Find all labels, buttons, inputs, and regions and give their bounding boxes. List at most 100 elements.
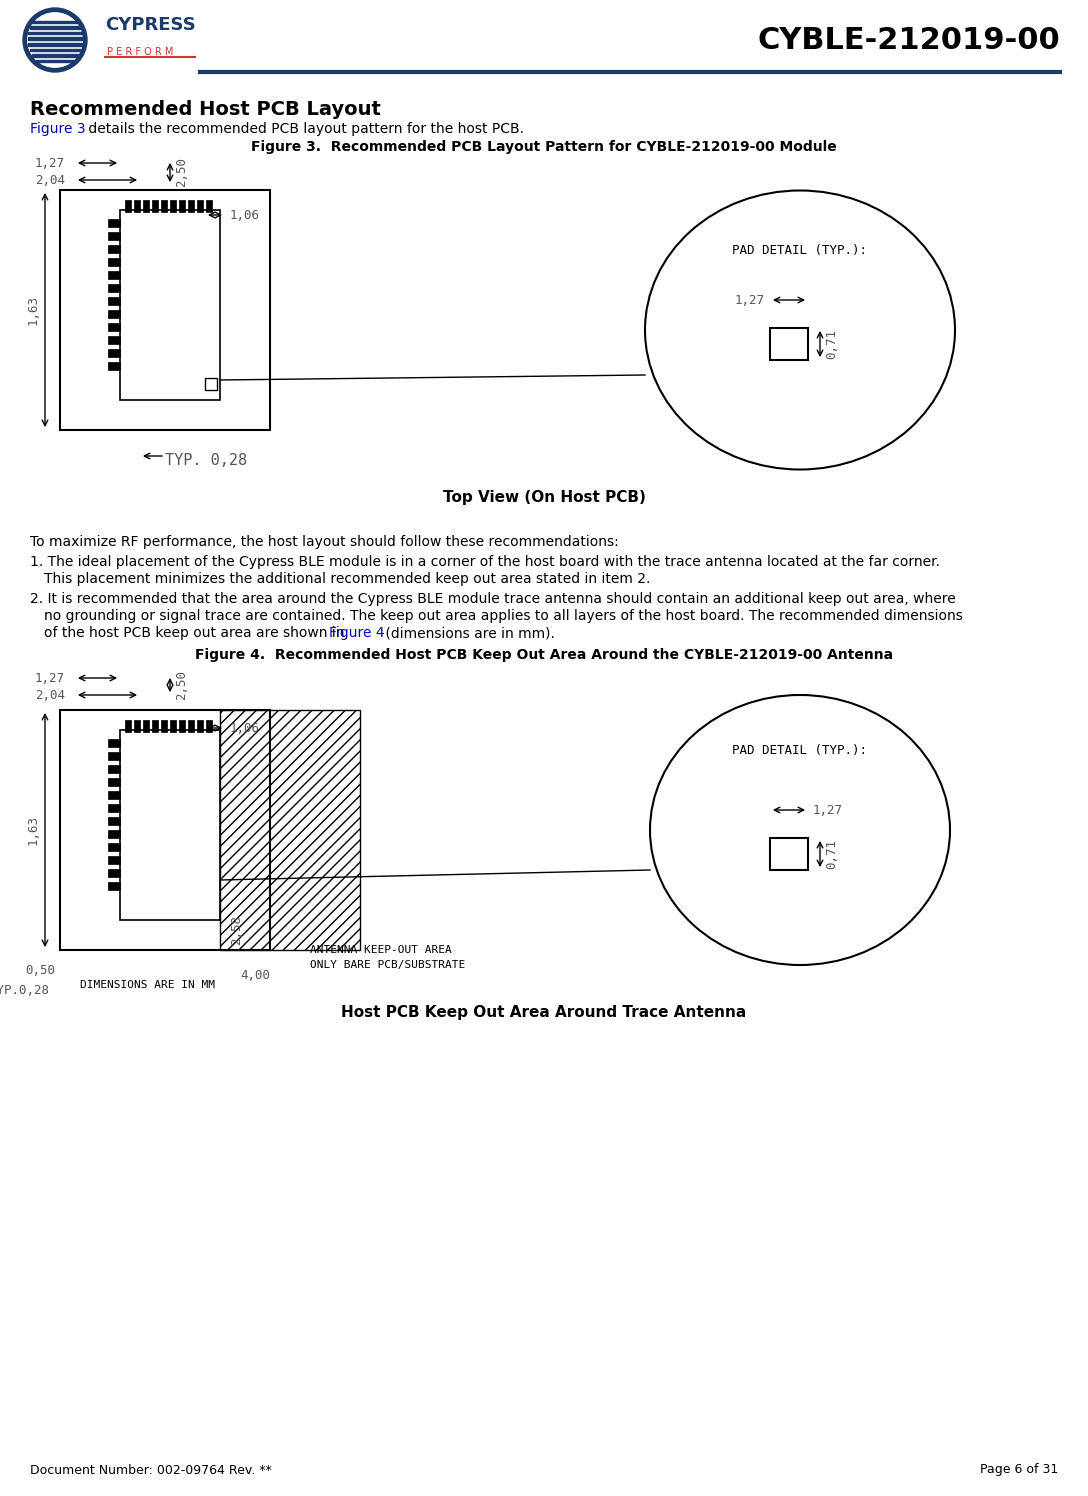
Bar: [161, 720, 166, 732]
Bar: [108, 362, 120, 370]
Text: Figure 4.  Recommended Host PCB Keep Out Area Around the CYBLE-212019-00 Antenna: Figure 4. Recommended Host PCB Keep Out …: [195, 648, 893, 663]
Text: 0,50: 0,50: [25, 963, 55, 977]
Bar: [120, 209, 220, 399]
Bar: [29, 49, 81, 51]
Text: Figure 4: Figure 4: [329, 625, 385, 640]
Bar: [108, 752, 120, 760]
Bar: [161, 200, 166, 212]
Bar: [205, 378, 217, 390]
Text: 2,50: 2,50: [175, 670, 188, 700]
Bar: [108, 856, 120, 865]
Bar: [180, 720, 185, 732]
Text: CYPRESS: CYPRESS: [106, 16, 196, 34]
Bar: [28, 43, 82, 45]
Bar: [108, 245, 120, 253]
Text: (dimensions are in mm).: (dimensions are in mm).: [381, 625, 555, 640]
Bar: [108, 739, 120, 747]
Text: 1. The ideal placement of the Cypress BLE module is in a corner of the host boar: 1. The ideal placement of the Cypress BL…: [30, 555, 940, 568]
Bar: [206, 720, 212, 732]
Text: 2. It is recommended that the area around the Cypress BLE module trace antenna s: 2. It is recommended that the area aroun…: [30, 592, 955, 606]
Text: 2,50: 2,50: [175, 157, 188, 187]
Bar: [152, 720, 158, 732]
Bar: [180, 200, 185, 212]
Text: Top View (On Host PCB): Top View (On Host PCB): [443, 491, 645, 506]
Text: DIMENSIONS ARE IN MM: DIMENSIONS ARE IN MM: [81, 980, 215, 990]
Bar: [60, 190, 270, 429]
Bar: [188, 200, 194, 212]
Bar: [108, 844, 120, 851]
Text: CYBLE-212019-00: CYBLE-212019-00: [757, 25, 1060, 54]
Text: ONLY BARE PCB/SUBSTRATE: ONLY BARE PCB/SUBSTRATE: [310, 960, 466, 969]
Bar: [108, 883, 120, 890]
Bar: [770, 838, 808, 871]
Text: 2,58: 2,58: [230, 916, 243, 945]
Bar: [108, 310, 120, 319]
Text: Host PCB Keep Out Area Around Trace Antenna: Host PCB Keep Out Area Around Trace Ante…: [342, 1005, 746, 1020]
Bar: [108, 337, 120, 344]
Bar: [108, 271, 120, 278]
Text: 1,06: 1,06: [230, 721, 260, 735]
Text: ANTENNA KEEP-OUT AREA: ANTENNA KEEP-OUT AREA: [310, 945, 452, 954]
Text: PAD DETAIL (TYP.):: PAD DETAIL (TYP.):: [732, 244, 867, 256]
Text: details the recommended PCB layout pattern for the host PCB.: details the recommended PCB layout patte…: [84, 123, 524, 136]
Text: This placement minimizes the additional recommended keep out area stated in item: This placement minimizes the additional …: [44, 571, 651, 586]
Text: Recommended Host PCB Layout: Recommended Host PCB Layout: [30, 100, 381, 120]
Bar: [29, 27, 81, 28]
Text: no grounding or signal trace are contained. The keep out area applies to all lay: no grounding or signal trace are contain…: [44, 609, 963, 622]
Text: 2,04: 2,04: [35, 688, 65, 702]
Text: 1,27: 1,27: [735, 293, 765, 307]
Text: PAD DETAIL (TYP.):: PAD DETAIL (TYP.):: [732, 744, 867, 757]
Bar: [108, 869, 120, 877]
Bar: [108, 349, 120, 358]
Circle shape: [23, 7, 87, 72]
Text: TYP. 0,28: TYP. 0,28: [165, 452, 247, 468]
Bar: [108, 232, 120, 239]
Bar: [152, 200, 158, 212]
Bar: [108, 284, 120, 292]
Text: P E R F O R M: P E R F O R M: [107, 46, 173, 57]
Bar: [220, 711, 360, 950]
Circle shape: [28, 13, 83, 67]
Text: 2,04: 2,04: [35, 174, 65, 187]
Text: Figure 3.  Recommended PCB Layout Pattern for CYBLE-212019-00 Module: Figure 3. Recommended PCB Layout Pattern…: [251, 141, 837, 154]
Bar: [108, 257, 120, 266]
Bar: [108, 764, 120, 773]
Bar: [60, 711, 270, 950]
Bar: [770, 328, 808, 361]
Bar: [36, 60, 74, 63]
Text: 1,63: 1,63: [27, 295, 40, 325]
Bar: [134, 720, 140, 732]
Bar: [28, 31, 82, 34]
Bar: [108, 817, 120, 824]
Text: 0,71: 0,71: [825, 329, 838, 359]
Bar: [28, 37, 83, 40]
Bar: [125, 720, 131, 732]
Text: 1,27: 1,27: [35, 672, 65, 685]
Text: of the host PCB keep out area are shown in: of the host PCB keep out area are shown …: [44, 625, 349, 640]
Text: TYP.0,28: TYP.0,28: [0, 983, 50, 996]
Bar: [170, 200, 176, 212]
Text: 1,63: 1,63: [27, 815, 40, 845]
Text: 1,27: 1,27: [35, 157, 65, 169]
Text: 1,27: 1,27: [813, 803, 843, 817]
Text: To maximize RF performance, the host layout should follow these recommendations:: To maximize RF performance, the host lay…: [30, 536, 619, 549]
Bar: [197, 720, 203, 732]
Bar: [197, 200, 203, 212]
Bar: [108, 218, 120, 227]
Bar: [143, 200, 149, 212]
Text: 0,71: 0,71: [825, 839, 838, 869]
Text: Document Number: 002-09764 Rev. **: Document Number: 002-09764 Rev. **: [30, 1463, 272, 1477]
Bar: [108, 830, 120, 838]
Text: 1,06: 1,06: [230, 208, 260, 221]
Bar: [32, 54, 78, 57]
Bar: [170, 720, 176, 732]
Bar: [108, 298, 120, 305]
Bar: [32, 21, 78, 24]
Bar: [188, 720, 194, 732]
Bar: [108, 778, 120, 785]
Bar: [108, 323, 120, 331]
Text: 4,00: 4,00: [240, 968, 270, 981]
Bar: [143, 720, 149, 732]
Bar: [120, 730, 220, 920]
Bar: [125, 200, 131, 212]
